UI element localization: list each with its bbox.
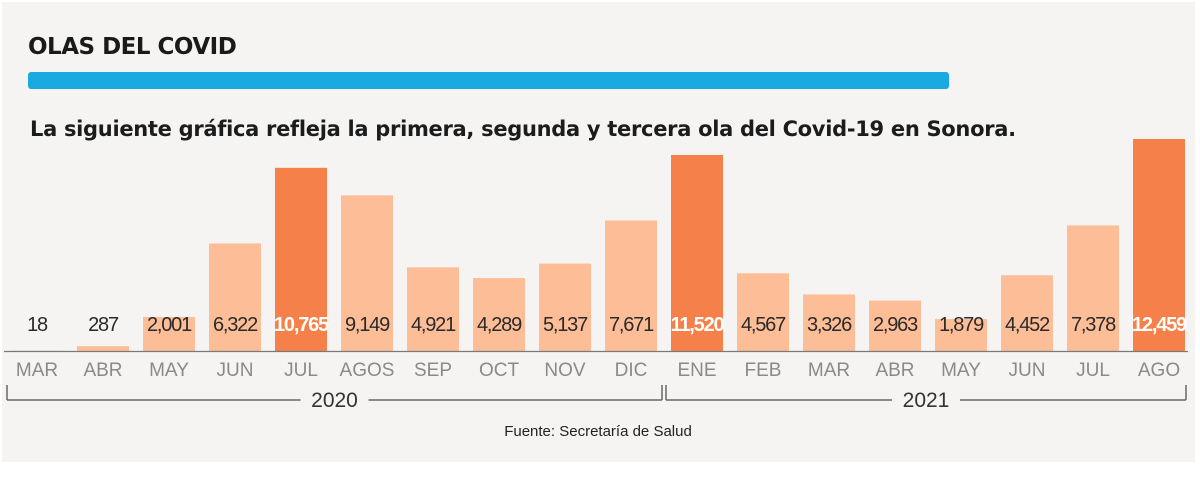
bar-jun-15	[1001, 275, 1053, 351]
bar-ene-10	[671, 154, 723, 351]
value-label: 3,326	[807, 314, 852, 336]
x-tick-label: ABR	[875, 360, 914, 381]
bar-may-14	[935, 319, 987, 351]
value-label: 7,671	[609, 314, 654, 336]
x-tick-label: MAY	[149, 360, 189, 381]
source-note: Fuente: Secretaría de Salud	[504, 423, 692, 440]
x-tick-label: OCT	[479, 360, 520, 381]
bar-jul-16	[1067, 225, 1119, 351]
bar-ago-17	[1133, 139, 1185, 351]
bar-mar-12	[803, 294, 855, 351]
x-tick-label: DIC	[615, 360, 648, 381]
bar-jul-4	[275, 167, 327, 351]
value-label: 6,322	[213, 314, 258, 336]
bar-abr-13	[869, 300, 921, 351]
value-label: 4,567	[741, 314, 786, 336]
chart-subtitle: La siguiente gráfica refleja la primera,…	[30, 117, 1016, 141]
x-tick-label: ABR	[83, 360, 122, 381]
bar-sep-6	[407, 267, 459, 351]
bar-agos-5	[341, 195, 393, 351]
value-label: 7,378	[1071, 314, 1116, 336]
bar-jun-3	[209, 243, 261, 351]
x-tick-label: JUN	[1009, 360, 1046, 381]
x-tick-label: AGOS	[340, 360, 395, 381]
x-tick-label: ENE	[677, 360, 716, 381]
value-label: 4,289	[477, 314, 522, 336]
bar-oct-7	[473, 278, 525, 351]
value-label: 11,520	[671, 314, 725, 336]
value-label: 12,459	[1132, 314, 1187, 336]
bar-nov-8	[539, 263, 591, 351]
year-label-2021: 2021	[903, 389, 950, 412]
value-label: 5,137	[543, 314, 588, 336]
value-label: 4,921	[411, 314, 456, 336]
bar-dic-9	[605, 220, 657, 351]
value-label: 9,149	[345, 314, 390, 336]
value-label: 1,879	[939, 314, 984, 336]
x-tick-label: SEP	[414, 360, 452, 381]
x-tick-label: NOV	[544, 360, 586, 381]
x-tick-label: JUL	[284, 360, 318, 381]
value-label: 4,452	[1005, 314, 1050, 336]
value-label: 18	[27, 314, 48, 336]
value-label: 2,001	[147, 314, 192, 336]
x-tick-label: JUL	[1076, 360, 1110, 381]
title-accent-bar	[28, 72, 949, 89]
value-label: 2,963	[873, 314, 918, 336]
value-label: 287	[88, 314, 119, 336]
bar-feb-11	[737, 273, 789, 351]
bar-may-2	[143, 316, 195, 351]
x-tick-label: MAY	[941, 360, 981, 381]
year-label-2020: 2020	[311, 389, 358, 412]
bar-abr-1	[77, 346, 129, 351]
x-tick-label: FEB	[745, 360, 782, 381]
x-tick-label: MAR	[808, 360, 850, 381]
chart-title: OLAS DEL COVID	[28, 34, 237, 60]
x-tick-label: MAR	[16, 360, 58, 381]
value-label: 10,765	[274, 314, 329, 336]
x-tick-label: JUN	[217, 360, 254, 381]
x-tick-label: AGO	[1138, 360, 1180, 381]
